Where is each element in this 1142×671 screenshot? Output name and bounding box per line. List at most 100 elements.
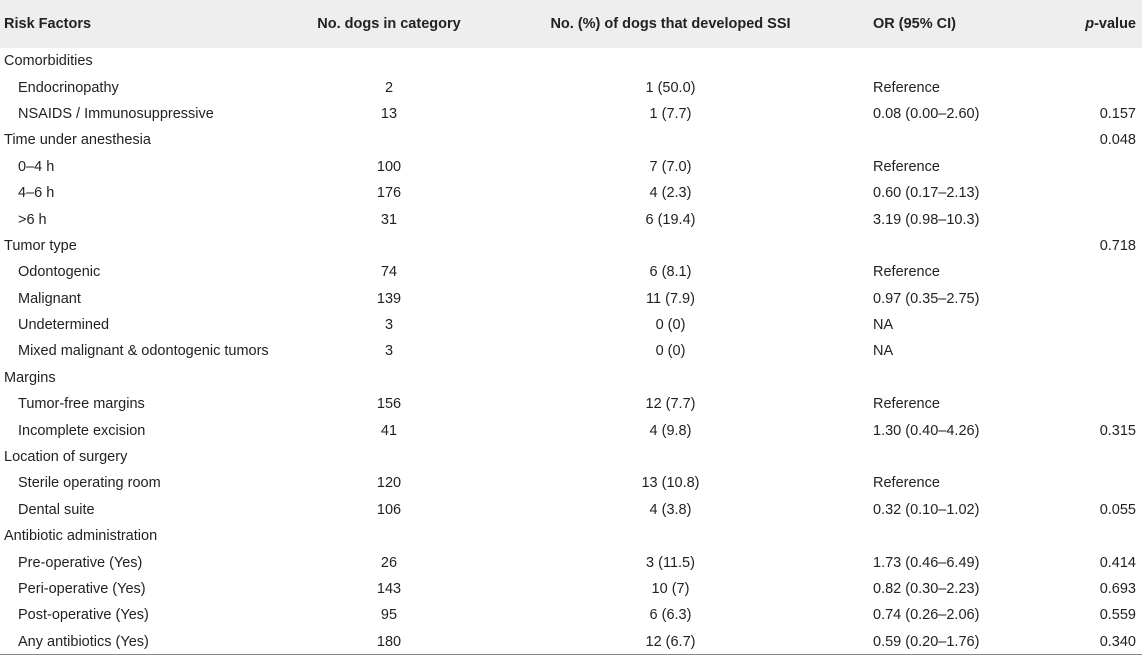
table-group-row: Antibiotic administration (0, 523, 1142, 549)
cell-risk-factor: NSAIDS / Immunosuppressive (18, 105, 214, 122)
cell-developed-ssi: 0 (0) (655, 317, 686, 334)
cell-or: 1.73 (0.46–6.49) (873, 554, 980, 571)
cell-developed-ssi: 1 (50.0) (645, 79, 696, 96)
cell-no-dogs: 13 (380, 105, 398, 122)
header-risk-factors: Risk Factors (4, 16, 92, 32)
cell-no-dogs (300, 48, 478, 74)
cell-developed-ssi: 6 (8.1) (649, 264, 692, 281)
table-row: Pre-operative (Yes) 26 3 (11.5) 1.73 (0.46–… (0, 549, 1142, 575)
risk-factor-table: Risk Factors No. dogs in category No. (%… (0, 0, 1142, 655)
header-p-value: p-value (1025, 0, 1142, 48)
cell-developed-ssi (478, 48, 863, 74)
table-row: Odontogenic 74 6 (8.1) Reference (0, 259, 1142, 285)
table-group-row: Location of surgery (0, 444, 1142, 470)
cell-or: 1.30 (0.40–4.26) (873, 422, 980, 439)
table-row: Mixed malignant & odontogenic tumors 3 0 (… (0, 338, 1142, 364)
cell-p-value (1025, 391, 1142, 417)
cell-p-value: 0.055 (1099, 501, 1136, 518)
cell-risk-factor: Pre-operative (Yes) (18, 554, 143, 571)
cell-risk-factor: Peri-operative (Yes) (18, 581, 146, 597)
header-no-dogs: No. dogs in category (317, 16, 461, 32)
cell-no-dogs: 95 (380, 607, 398, 624)
cell-risk-factor: Margins (4, 369, 56, 386)
cell-risk-factor: Tumor type (4, 237, 77, 254)
cell-developed-ssi (478, 365, 863, 391)
cell-p-value: 0.414 (1099, 554, 1136, 571)
cell-p-value: 0.315 (1099, 422, 1136, 439)
cell-risk-factor: Endocrinopathy (18, 79, 119, 96)
cell-p-value: 0.157 (1099, 105, 1136, 122)
cell-no-dogs: 2 (384, 79, 394, 96)
header-or: OR (95% CI) (873, 16, 956, 32)
table-row: Dental suite 106 4 (3.8) 0.32 (0.10–1.02) 0.… (0, 497, 1142, 523)
cell-p-value (1025, 48, 1142, 74)
cell-or: NA (873, 343, 894, 360)
cell-no-dogs (300, 365, 478, 391)
cell-no-dogs: 143 (376, 581, 402, 597)
table-row: Incomplete excision 41 4 (9.8) 1.30 (0.40–4… (0, 417, 1142, 443)
cell-risk-factor: 4–6 h (18, 185, 55, 202)
header-p-suffix: -value (1094, 16, 1136, 32)
cell-no-dogs (300, 233, 478, 259)
cell-risk-factor: Tumor-free margins (18, 396, 145, 413)
cell-developed-ssi: 12 (7.7) (645, 396, 696, 413)
cell-or: Reference (873, 158, 940, 175)
header-p-italic: p (1085, 16, 1095, 32)
cell-no-dogs: 41 (380, 422, 398, 439)
cell-risk-factor: Sterile operating room (18, 475, 161, 492)
cell-or: Reference (873, 264, 940, 281)
cell-no-dogs: 120 (376, 475, 402, 492)
cell-risk-factor: Undetermined (18, 317, 110, 334)
table-row: Peri-operative (Yes) 143 10 (7) 0.82 (0.30–… (0, 576, 1142, 602)
cell-developed-ssi: 3 (11.5) (646, 554, 695, 571)
cell-no-dogs: 176 (376, 185, 402, 202)
cell-developed-ssi: 6 (19.4) (645, 211, 696, 228)
cell-developed-ssi: 10 (7) (651, 581, 690, 597)
cell-or (863, 365, 1025, 391)
table-row: 0–4 h 100 7 (7.0) Reference (0, 154, 1142, 180)
cell-risk-factor: Time under anesthesia (4, 132, 151, 149)
cell-or: 0.97 (0.35–2.75) (873, 290, 980, 307)
cell-no-dogs: 26 (380, 554, 398, 571)
cell-p-value (1025, 312, 1142, 338)
cell-p-value (1025, 338, 1142, 364)
cell-or: Reference (873, 79, 940, 96)
cell-p-value (1025, 74, 1142, 100)
cell-developed-ssi: 1 (7.7) (649, 105, 692, 122)
cell-or: 3.19 (0.98–10.3) (873, 211, 980, 228)
cell-p-value (1025, 470, 1142, 496)
cell-p-value (1025, 180, 1142, 206)
cell-developed-ssi: 13 (10.8) (641, 475, 700, 492)
cell-or: NA (873, 317, 894, 334)
cell-no-dogs: 156 (376, 396, 402, 413)
cell-p-value: 0.559 (1099, 607, 1136, 624)
cell-no-dogs: 106 (376, 501, 402, 518)
cell-or (863, 444, 1025, 470)
cell-risk-factor: Odontogenic (18, 264, 101, 281)
cell-or: 0.59 (0.20–1.76) (873, 633, 980, 650)
cell-developed-ssi (478, 127, 863, 153)
cell-no-dogs: 3 (384, 343, 394, 360)
cell-risk-factor: 0–4 h (18, 158, 55, 175)
table-row: 4–6 h 176 4 (2.3) 0.60 (0.17–2.13) (0, 180, 1142, 206)
cell-or: Reference (873, 396, 940, 413)
cell-risk-factor: Malignant (18, 290, 81, 307)
cell-developed-ssi: 6 (6.3) (649, 607, 692, 624)
cell-no-dogs: 100 (376, 158, 402, 175)
cell-p-value (1025, 444, 1142, 470)
cell-risk-factor: >6 h (18, 211, 47, 228)
cell-developed-ssi (478, 523, 863, 549)
cell-developed-ssi: 12 (6.7) (645, 633, 696, 650)
cell-developed-ssi: 4 (2.3) (649, 185, 692, 202)
cell-or (863, 523, 1025, 549)
header-developed-ssi: No. (%) of dogs that developed SSI (550, 16, 791, 32)
cell-or: 0.74 (0.26–2.06) (873, 607, 980, 624)
cell-or: 0.60 (0.17–2.13) (873, 185, 980, 202)
cell-risk-factor: Comorbidities (4, 53, 93, 70)
cell-developed-ssi (478, 233, 863, 259)
table-row: >6 h 31 6 (19.4) 3.19 (0.98–10.3) (0, 206, 1142, 232)
header-row: Risk Factors No. dogs in category No. (%… (0, 0, 1142, 48)
cell-risk-factor: Dental suite (18, 501, 95, 518)
cell-p-value (1025, 523, 1142, 549)
table-row: Malignant 139 11 (7.9) 0.97 (0.35–2.75) (0, 286, 1142, 312)
